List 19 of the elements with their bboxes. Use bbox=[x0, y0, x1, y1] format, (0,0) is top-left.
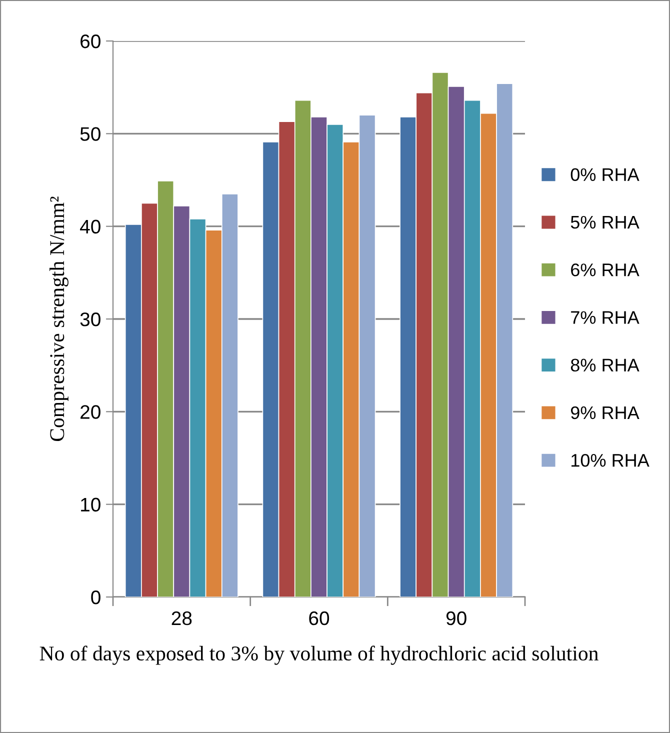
x-tick-label: 90 bbox=[446, 611, 466, 626]
x-tick-label: 28 bbox=[172, 611, 192, 626]
legend-label: 5% RHA bbox=[570, 216, 640, 229]
y-tick-label: 40 bbox=[80, 220, 100, 234]
y-tick-label: 50 bbox=[80, 127, 100, 141]
y-tick-label: 10 bbox=[81, 498, 100, 512]
y-axis-title: Compressive strength N/mm² bbox=[50, 196, 68, 442]
legend-label: 8% RHA bbox=[570, 358, 640, 372]
y-tick-label: 60 bbox=[80, 34, 100, 48]
x-tick-label: 60 bbox=[309, 611, 330, 626]
legend-label: 7% RHA bbox=[571, 311, 640, 324]
y-tick-label: 20 bbox=[80, 405, 100, 419]
y-tick-label: 30 bbox=[80, 312, 100, 326]
y-tick-label: 0 bbox=[91, 590, 100, 604]
legend-label: 6% RHA bbox=[571, 263, 640, 276]
x-axis-title: No of days exposed to 3% by volume of hydrochloric acid solution bbox=[40, 646, 598, 665]
legend-label: 0% RHA bbox=[570, 168, 640, 182]
legend-label: 10% RHA bbox=[572, 454, 650, 467]
legend-label: 9% RHA bbox=[570, 406, 640, 420]
